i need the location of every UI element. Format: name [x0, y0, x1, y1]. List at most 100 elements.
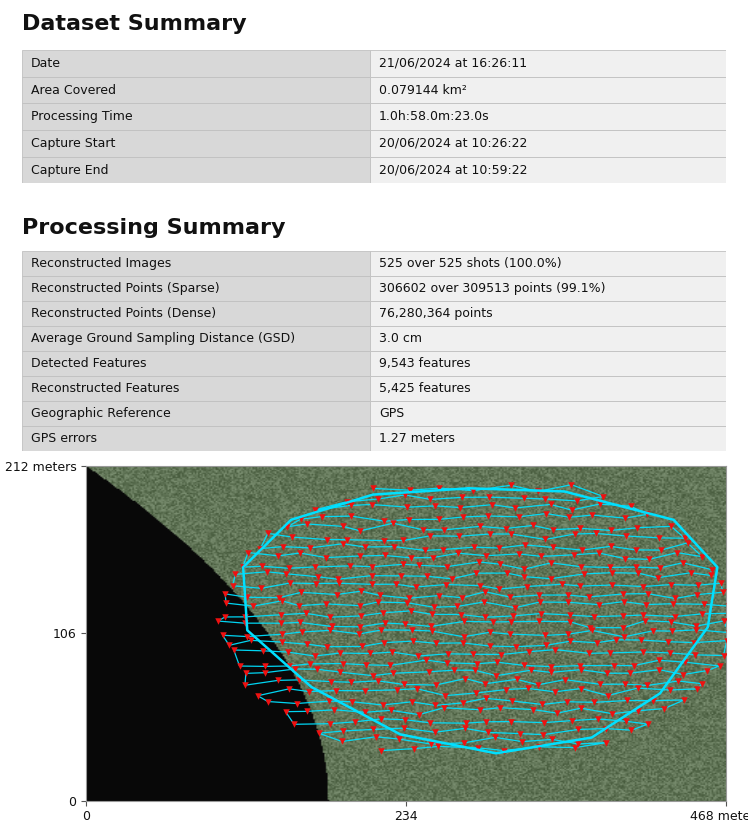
Point: [632, 704, 644, 717]
Point: [254, 542, 266, 555]
Point: [678, 693, 690, 706]
Text: GPS errors: GPS errors: [31, 432, 97, 445]
Point: [625, 666, 637, 680]
Point: [349, 715, 361, 728]
Point: [576, 544, 588, 557]
Point: [354, 550, 366, 563]
Point: [488, 615, 500, 629]
Point: [330, 684, 342, 697]
Point: [490, 669, 502, 682]
Point: [390, 578, 402, 591]
Point: [459, 672, 471, 686]
Point: [336, 735, 348, 748]
Point: [426, 737, 438, 751]
Point: [378, 636, 390, 650]
Point: [425, 620, 437, 633]
Text: 525 over 525 shots (100.0%): 525 over 525 shots (100.0%): [379, 257, 562, 270]
Point: [397, 534, 409, 547]
Point: [559, 673, 571, 686]
Bar: [370, 376, 726, 401]
Point: [665, 578, 677, 591]
Point: [618, 631, 630, 644]
Point: [631, 521, 643, 535]
Point: [405, 624, 417, 637]
Bar: [370, 351, 726, 376]
Point: [562, 588, 574, 601]
Point: [663, 683, 675, 696]
Point: [504, 590, 516, 604]
Point: [600, 722, 612, 736]
Point: [547, 540, 559, 554]
Point: [583, 621, 595, 635]
Point: [494, 701, 506, 715]
Point: [283, 561, 295, 575]
Point: [457, 696, 469, 710]
Point: [551, 706, 563, 720]
Point: [433, 589, 445, 602]
Point: [432, 740, 444, 753]
Point: [408, 742, 420, 756]
Point: [276, 628, 288, 641]
Point: [423, 666, 435, 679]
Point: [523, 645, 535, 658]
Point: [546, 733, 558, 746]
Point: [344, 560, 356, 573]
Bar: [370, 326, 726, 351]
Point: [378, 515, 390, 528]
Point: [568, 527, 580, 540]
Text: Capture End: Capture End: [31, 163, 108, 177]
Point: [346, 510, 358, 523]
Point: [301, 705, 313, 718]
Point: [536, 607, 548, 620]
Point: [565, 714, 577, 727]
Point: [480, 549, 492, 562]
Point: [312, 570, 324, 584]
Point: [631, 681, 643, 695]
Point: [370, 730, 381, 743]
Point: [375, 712, 387, 726]
Point: [294, 615, 306, 629]
Point: [261, 565, 273, 579]
Point: [518, 491, 530, 505]
Point: [467, 647, 479, 661]
Point: [407, 635, 419, 648]
Point: [337, 537, 349, 550]
Point: [404, 484, 416, 497]
Point: [500, 683, 512, 696]
Point: [405, 604, 417, 617]
Point: [429, 500, 441, 513]
Point: [417, 523, 429, 536]
Point: [545, 660, 557, 673]
Point: [618, 621, 630, 635]
Point: [321, 533, 333, 546]
Point: [398, 721, 410, 735]
Point: [341, 533, 353, 546]
Point: [337, 657, 349, 671]
Point: [310, 560, 322, 574]
Point: [379, 616, 391, 630]
Point: [512, 547, 524, 560]
Point: [594, 497, 606, 510]
Point: [594, 678, 606, 691]
Point: [367, 482, 378, 495]
Point: [393, 732, 405, 746]
Text: 20/06/2024 at 10:59:22: 20/06/2024 at 10:59:22: [379, 163, 527, 177]
Point: [337, 724, 349, 737]
Point: [366, 578, 378, 591]
Point: [692, 579, 704, 592]
Point: [346, 676, 358, 689]
Point: [583, 646, 595, 660]
Point: [601, 736, 613, 749]
Point: [489, 731, 501, 744]
Point: [545, 556, 557, 570]
Point: [428, 600, 440, 614]
Text: Processing Summary: Processing Summary: [22, 219, 286, 239]
Point: [705, 563, 717, 576]
Text: 3.0 cm: 3.0 cm: [379, 332, 422, 345]
Point: [681, 536, 693, 550]
Point: [420, 653, 432, 666]
Point: [539, 492, 551, 505]
Point: [437, 543, 449, 556]
Bar: [22, 401, 370, 426]
Point: [256, 560, 268, 573]
